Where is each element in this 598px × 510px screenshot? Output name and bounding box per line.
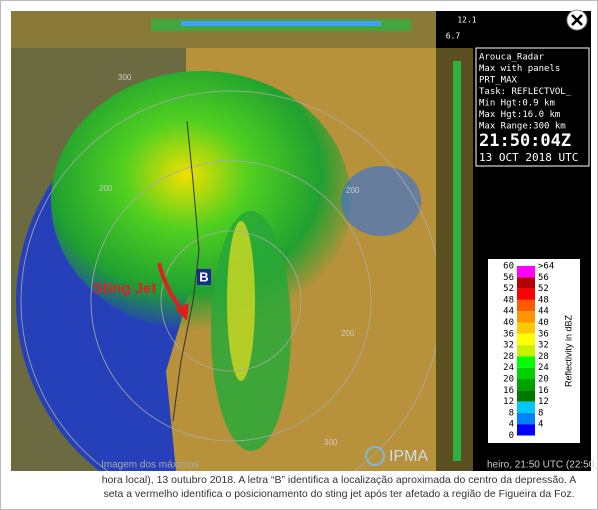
- scale-swatch: [517, 277, 535, 289]
- scale-label: 20: [503, 375, 514, 385]
- scale-label: 20: [538, 375, 549, 385]
- scale-title: Reflectivity in dBZ: [563, 314, 573, 387]
- scale-label: 48: [538, 295, 549, 305]
- info-line: Arouca_Radar: [479, 53, 545, 63]
- scale-label: 28: [538, 352, 549, 362]
- scale-swatch: [517, 367, 535, 379]
- top-label: 6.7: [446, 32, 461, 41]
- scale-label: 56: [538, 273, 549, 283]
- scale-swatch: [517, 390, 535, 402]
- scale-label: 24: [503, 363, 514, 373]
- scale-label: 12: [538, 397, 549, 407]
- scale-swatch: [517, 311, 535, 323]
- caption-line: seta a vermelho identifica o posicioname…: [103, 488, 574, 500]
- scale-swatch: [517, 379, 535, 391]
- close-button[interactable]: [566, 9, 588, 31]
- scale-label: 16: [538, 386, 549, 396]
- marker-bg: [197, 269, 211, 285]
- info-line: Max Hgt:16.0 km: [479, 110, 560, 120]
- scale-label: 32: [538, 341, 549, 351]
- range-rings: [20, 90, 436, 471]
- close-icon[interactable]: [571, 14, 583, 26]
- caption-line: hora local), 13 outubro 2018. A letra “B…: [102, 474, 577, 486]
- caption-overlay: heiro, 21:50 UTC (22:50,: [487, 460, 597, 471]
- scale-label: 8: [538, 408, 543, 418]
- scale-label: 24: [538, 363, 549, 373]
- scale-label: 4: [509, 420, 514, 430]
- rain-cell: [341, 166, 421, 236]
- range-label: 200: [346, 186, 360, 195]
- info-line: Min Hgt:0.9 km: [479, 99, 555, 109]
- rain-core: [227, 221, 255, 381]
- depression-marker: B: [199, 269, 208, 284]
- info-line: Max with panels: [479, 64, 560, 74]
- scale-label: >64: [538, 262, 554, 272]
- scale-swatch: [517, 424, 535, 436]
- side-echo: [453, 61, 461, 461]
- scale-label: 40: [538, 318, 549, 328]
- scale-swatch: [517, 345, 535, 357]
- radar-map: [11, 48, 436, 471]
- scale-label: 52: [503, 284, 514, 294]
- top-echo: [181, 21, 381, 26]
- range-labels: 300 200 200 200 300: [99, 73, 360, 447]
- scale-label: 48: [503, 295, 514, 305]
- info-line: Task: REFLECTVOL_: [479, 87, 572, 97]
- scale-label: 40: [503, 318, 514, 328]
- scale-label: 4: [538, 420, 543, 430]
- scale-swatch: [517, 322, 535, 334]
- scale-label: 28: [503, 352, 514, 362]
- info-line: Max Range:300 km: [479, 122, 566, 132]
- scale-label: 12: [503, 397, 514, 407]
- logo: IPMA: [389, 448, 428, 465]
- scale-label: 8: [509, 408, 514, 418]
- scale-swatch: [517, 333, 535, 346]
- scale-label: 56: [503, 273, 514, 283]
- color-scale: 60565248444036322824201612840>6456524844…: [503, 262, 554, 442]
- range-label: 300: [324, 438, 338, 447]
- caption-overlay: Imagem dos máximos: [101, 460, 199, 471]
- time: 21:50:04Z: [479, 131, 571, 151]
- scale-label: 36: [503, 329, 514, 339]
- date: 13 OCT 2018 UTC: [479, 151, 578, 164]
- scale-label: 36: [538, 329, 549, 339]
- sting-jet-label: Sting Jet: [93, 280, 156, 297]
- scale-swatch: [517, 288, 535, 300]
- scale-label: 60: [503, 262, 514, 272]
- coastline: [172, 120, 200, 422]
- range-label: 200: [341, 329, 355, 338]
- range-label: 200: [99, 184, 113, 193]
- scale-swatch: [517, 412, 535, 425]
- scale-swatch: [517, 266, 535, 278]
- range-label: 300: [118, 73, 132, 82]
- scale-swatch: [517, 356, 535, 368]
- scale-swatch: [517, 401, 535, 413]
- scale-label: 16: [503, 386, 514, 396]
- scale-swatch: [517, 299, 535, 312]
- scale-label: 32: [503, 341, 514, 351]
- info-line: PRT_MAX: [479, 76, 518, 86]
- logo-icon: [365, 446, 385, 466]
- scale-label: 44: [538, 307, 549, 317]
- scale-label: 52: [538, 284, 549, 294]
- top-label: 12.1: [457, 16, 476, 25]
- arrow-head: [175, 303, 189, 321]
- info-box: [475, 47, 590, 167]
- scale-label: 0: [509, 431, 514, 441]
- scale-label: 44: [503, 307, 514, 317]
